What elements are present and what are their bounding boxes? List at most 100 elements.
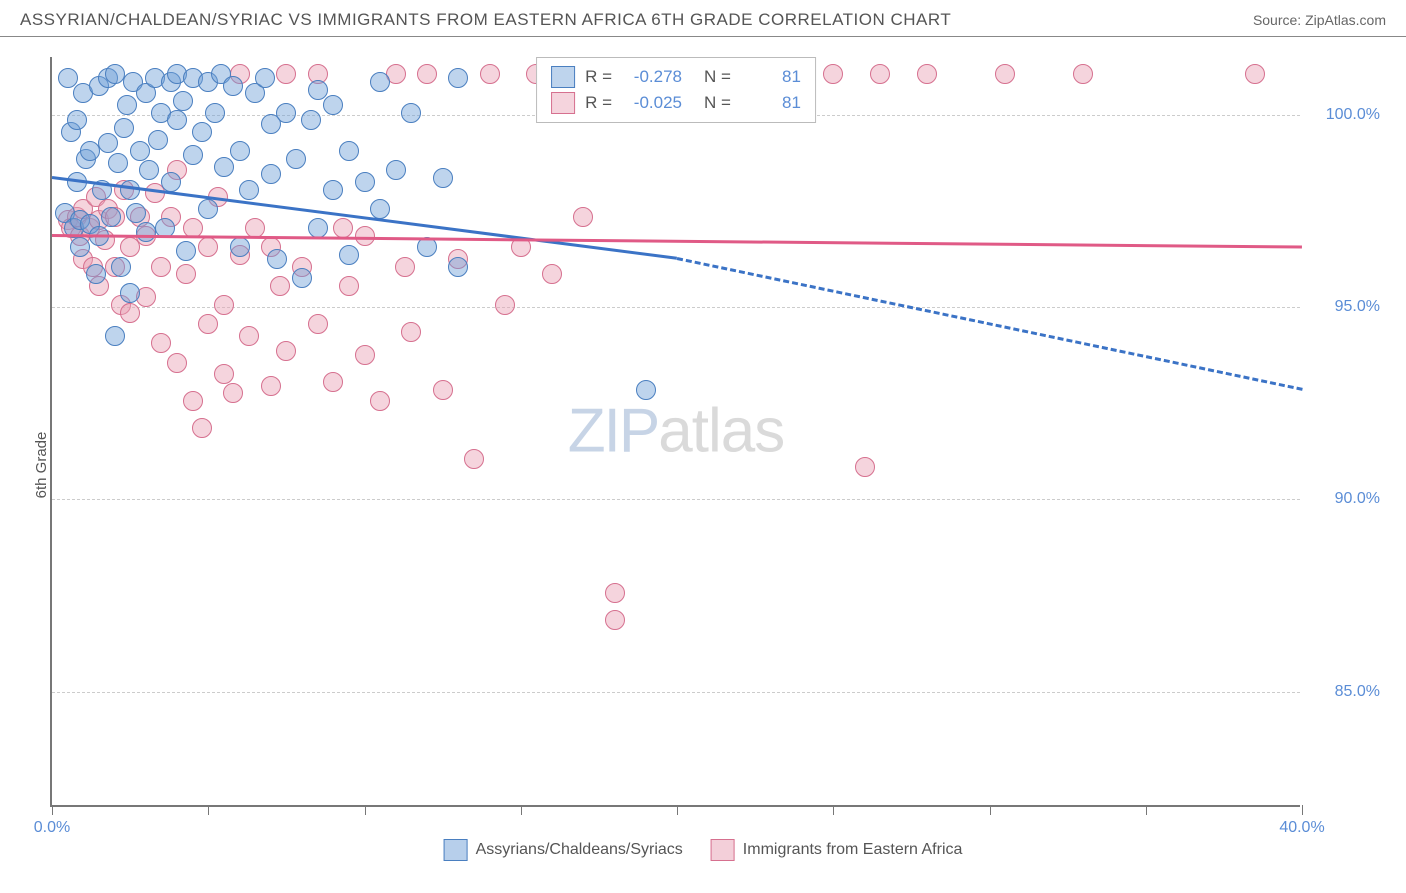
- trend-line: [677, 257, 1303, 391]
- x-tick: [677, 805, 678, 815]
- scatter-marker: [292, 268, 312, 288]
- chart-header: ASSYRIAN/CHALDEAN/SYRIAC VS IMMIGRANTS F…: [0, 0, 1406, 37]
- scatter-marker: [98, 133, 118, 153]
- gridline: [52, 307, 1300, 308]
- legend-n-value: 81: [741, 93, 801, 113]
- y-tick-label: 90.0%: [1335, 490, 1380, 508]
- scatter-marker: [855, 457, 875, 477]
- scatter-marker: [192, 122, 212, 142]
- legend-swatch: [711, 839, 735, 861]
- scatter-marker: [355, 345, 375, 365]
- correlation-legend-row: R =-0.278N =81: [551, 64, 801, 90]
- scatter-marker: [120, 303, 140, 323]
- scatter-marker: [417, 64, 437, 84]
- plot-area: ZIPatlas R =-0.278N =81R =-0.025N =81 85…: [50, 57, 1300, 807]
- x-tick: [833, 805, 834, 815]
- scatter-marker: [214, 157, 234, 177]
- y-tick-label: 95.0%: [1335, 298, 1380, 316]
- scatter-marker: [192, 418, 212, 438]
- scatter-marker: [323, 180, 343, 200]
- scatter-marker: [230, 141, 250, 161]
- watermark: ZIPatlas: [568, 396, 784, 467]
- scatter-marker: [995, 64, 1015, 84]
- chart-container: 6th Grade ZIPatlas R =-0.278N =81R =-0.0…: [0, 37, 1406, 893]
- scatter-marker: [80, 141, 100, 161]
- legend-n-value: 81: [741, 67, 801, 87]
- legend-r-value: -0.025: [622, 93, 682, 113]
- correlation-legend-row: R =-0.025N =81: [551, 90, 801, 116]
- scatter-marker: [205, 103, 225, 123]
- scatter-marker: [401, 322, 421, 342]
- x-tick: [52, 805, 53, 815]
- scatter-marker: [67, 110, 87, 130]
- y-tick-label: 85.0%: [1335, 683, 1380, 701]
- scatter-marker: [276, 341, 296, 361]
- scatter-marker: [223, 383, 243, 403]
- scatter-marker: [339, 245, 359, 265]
- scatter-marker: [173, 91, 193, 111]
- scatter-marker: [370, 199, 390, 219]
- legend-swatch: [444, 839, 468, 861]
- scatter-marker: [573, 207, 593, 227]
- scatter-marker: [239, 180, 259, 200]
- scatter-marker: [151, 257, 171, 277]
- scatter-marker: [495, 295, 515, 315]
- scatter-marker: [605, 610, 625, 630]
- scatter-marker: [308, 80, 328, 100]
- scatter-marker: [542, 264, 562, 284]
- scatter-marker: [105, 64, 125, 84]
- series-legend-label: Assyrians/Chaldeans/Syriacs: [476, 841, 683, 859]
- legend-n-label: N =: [704, 67, 731, 87]
- scatter-marker: [198, 237, 218, 257]
- scatter-marker: [139, 160, 159, 180]
- scatter-marker: [370, 391, 390, 411]
- scatter-marker: [58, 68, 78, 88]
- scatter-marker: [636, 380, 656, 400]
- x-tick: [1146, 805, 1147, 815]
- scatter-marker: [370, 72, 390, 92]
- x-tick: [521, 805, 522, 815]
- y-tick-label: 100.0%: [1326, 106, 1380, 124]
- gridline: [52, 499, 1300, 500]
- series-legend-item: Assyrians/Chaldeans/Syriacs: [444, 839, 683, 861]
- scatter-marker: [183, 391, 203, 411]
- scatter-marker: [117, 95, 137, 115]
- scatter-marker: [395, 257, 415, 277]
- scatter-marker: [167, 110, 187, 130]
- series-legend-item: Immigrants from Eastern Africa: [711, 839, 963, 861]
- scatter-marker: [111, 257, 131, 277]
- correlation-legend: R =-0.278N =81R =-0.025N =81: [536, 57, 816, 123]
- scatter-marker: [223, 76, 243, 96]
- watermark-zip: ZIP: [568, 397, 658, 466]
- scatter-marker: [448, 68, 468, 88]
- scatter-marker: [308, 218, 328, 238]
- scatter-marker: [105, 326, 125, 346]
- scatter-marker: [151, 333, 171, 353]
- scatter-marker: [401, 103, 421, 123]
- x-tick: [1302, 805, 1303, 815]
- gridline: [52, 692, 1300, 693]
- scatter-marker: [161, 172, 181, 192]
- scatter-marker: [176, 241, 196, 261]
- scatter-marker: [480, 64, 500, 84]
- x-tick-label: 40.0%: [1279, 819, 1324, 837]
- series-legend: Assyrians/Chaldeans/Syriacs Immigrants fr…: [444, 839, 963, 861]
- scatter-marker: [286, 149, 306, 169]
- scatter-marker: [261, 164, 281, 184]
- scatter-marker: [339, 141, 359, 161]
- scatter-marker: [230, 237, 250, 257]
- scatter-marker: [183, 145, 203, 165]
- scatter-marker: [339, 276, 359, 296]
- scatter-marker: [270, 276, 290, 296]
- watermark-atlas: atlas: [658, 397, 784, 466]
- scatter-marker: [355, 226, 375, 246]
- scatter-marker: [130, 141, 150, 161]
- scatter-marker: [276, 64, 296, 84]
- scatter-marker: [870, 64, 890, 84]
- scatter-marker: [148, 130, 168, 150]
- scatter-marker: [70, 237, 90, 257]
- scatter-marker: [355, 172, 375, 192]
- scatter-marker: [276, 103, 296, 123]
- scatter-marker: [433, 380, 453, 400]
- scatter-marker: [198, 314, 218, 334]
